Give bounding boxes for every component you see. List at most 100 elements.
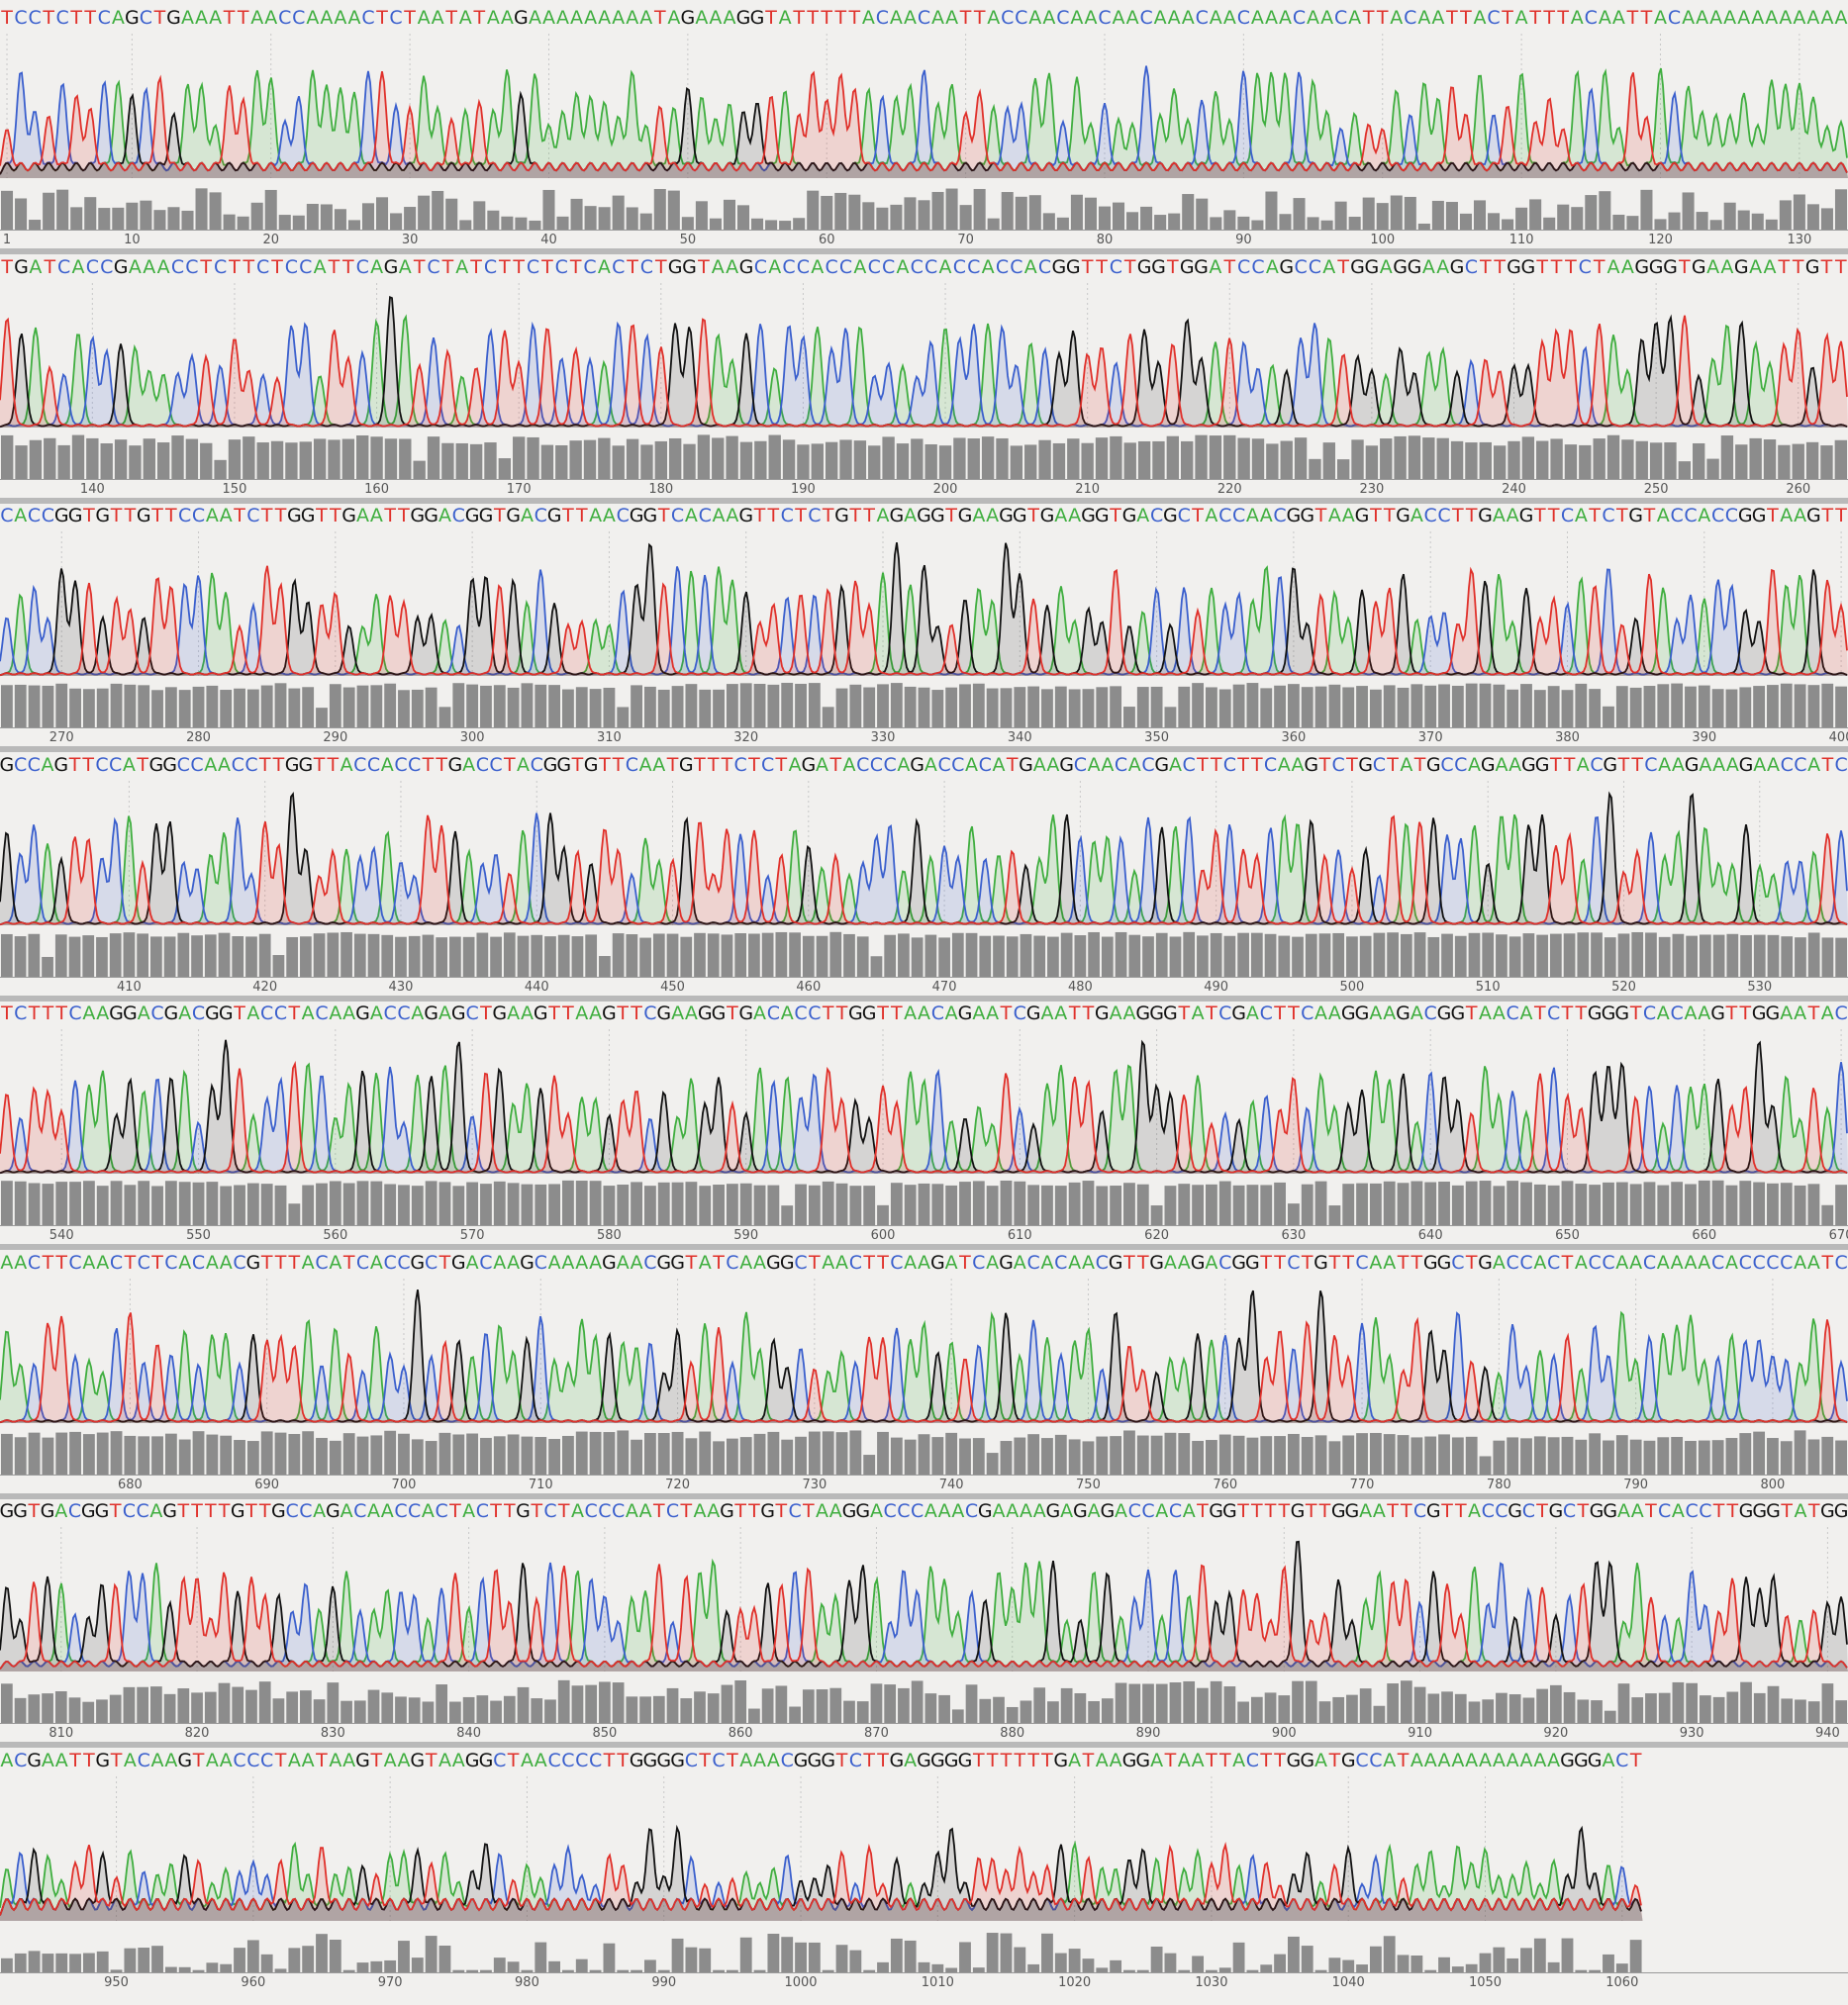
quality-bar: [1520, 1182, 1532, 1225]
quality-bar: [1332, 932, 1345, 977]
base-call: C: [1644, 753, 1658, 776]
base-call: A: [575, 1002, 589, 1024]
base-call: A: [1712, 753, 1726, 776]
base-call: T: [55, 1251, 68, 1274]
position-tick-label: 1030: [1195, 1974, 1228, 1990]
quality-bar: [256, 441, 269, 479]
base-call: C: [964, 1500, 979, 1522]
quality-bar: [1645, 1693, 1657, 1723]
quality-bar: [626, 207, 638, 230]
base-call: A: [507, 1251, 521, 1274]
base-call: C: [68, 1002, 82, 1024]
position-tick-label: 780: [1486, 1477, 1511, 1492]
base-call: T: [877, 1749, 889, 1771]
base-call: T: [1577, 1500, 1590, 1522]
quality-bar: [218, 1682, 231, 1723]
base-call: T: [1237, 753, 1249, 776]
base-call: A: [397, 1749, 411, 1771]
base-call: C: [231, 753, 244, 776]
position-tick-label: 630: [1281, 1228, 1307, 1243]
base-call: G: [1231, 1251, 1246, 1274]
quality-bar: [398, 1185, 410, 1225]
quality-bar: [603, 687, 616, 727]
base-call: A: [1806, 1251, 1820, 1274]
base-call: A: [1629, 1251, 1643, 1274]
base-call: T: [571, 753, 584, 776]
base-call: C: [1294, 255, 1308, 278]
quality-bar: [110, 1968, 123, 1972]
base-call: C: [475, 1500, 489, 1522]
base-call: T: [327, 753, 340, 776]
quality-bar: [1657, 1185, 1670, 1225]
quality-bar: [877, 1961, 889, 1972]
quality-bar: [14, 1436, 27, 1475]
base-call: A: [1421, 255, 1435, 278]
quality-bar: [110, 683, 123, 727]
quality-bar: [306, 203, 319, 230]
base-call: C: [1127, 1500, 1141, 1522]
quality-bar: [1482, 932, 1495, 977]
quality-bar: [452, 1433, 465, 1475]
base-call: A: [1181, 7, 1195, 29]
quality-bar: [918, 1183, 930, 1225]
base-call: G: [602, 1251, 617, 1274]
quality-bar: [603, 1186, 616, 1225]
quality-bar: [529, 220, 541, 230]
quality-bars: [0, 1429, 1848, 1476]
quality-bar: [1533, 1184, 1546, 1225]
base-call: A: [1682, 7, 1696, 29]
base-call: T: [1376, 7, 1389, 29]
quality-bar: [1685, 686, 1697, 727]
quality-bar: [1629, 1184, 1642, 1225]
base-call: T: [1278, 1500, 1291, 1522]
base-call: C: [14, 7, 28, 29]
quality-bar: [246, 689, 259, 727]
row-separator: [0, 995, 1848, 1002]
quality-bar: [751, 218, 764, 230]
quality-bar: [1712, 1696, 1725, 1723]
base-call: T: [653, 7, 666, 29]
base-call: G: [1684, 753, 1700, 776]
base-call: A: [181, 7, 194, 29]
base-call: T: [493, 505, 506, 526]
quality-bar: [643, 1186, 656, 1225]
quality-bar: [1041, 1933, 1053, 1972]
base-call: T: [70, 7, 83, 29]
quality-bar: [1082, 689, 1095, 727]
quality-bar: [1699, 1695, 1711, 1723]
base-call: T: [1781, 1500, 1794, 1522]
base-call: A: [992, 753, 1006, 776]
base-call: C: [643, 1251, 657, 1274]
quality-bar: [1685, 1440, 1697, 1475]
base-call: A: [931, 7, 945, 29]
base-call: A: [1780, 505, 1794, 526]
quality-bar: [1136, 687, 1149, 727]
quality-bar: [384, 683, 397, 727]
quality-bar: [1027, 1185, 1040, 1225]
base-call: G: [1766, 1500, 1781, 1522]
quality-bar: [342, 687, 355, 727]
quality-bar: [1369, 1432, 1382, 1475]
base-call: A: [1492, 505, 1506, 526]
base-call: T: [110, 505, 123, 526]
quality-bar: [959, 684, 971, 727]
quality-bar: [1834, 189, 1847, 230]
base-call: A: [816, 753, 829, 776]
quality-bar: [1369, 1183, 1382, 1225]
base-call: G: [957, 1002, 973, 1024]
quality-bar: [671, 1182, 684, 1225]
quality-bar: [493, 1957, 506, 1972]
quality-bar: [1465, 1181, 1478, 1225]
trace-fill-G: [0, 1289, 1848, 1423]
base-call: C: [28, 7, 42, 29]
quality-bar: [1781, 935, 1794, 977]
quality-bar: [1318, 1701, 1331, 1723]
base-call: G: [1065, 255, 1081, 278]
quality-bar: [1821, 1436, 1834, 1475]
base-call: T: [627, 255, 638, 278]
base-call: A: [1737, 7, 1751, 29]
quality-bar: [1468, 932, 1481, 977]
base-call: C: [1780, 1251, 1794, 1274]
quality-bar: [713, 1185, 725, 1225]
